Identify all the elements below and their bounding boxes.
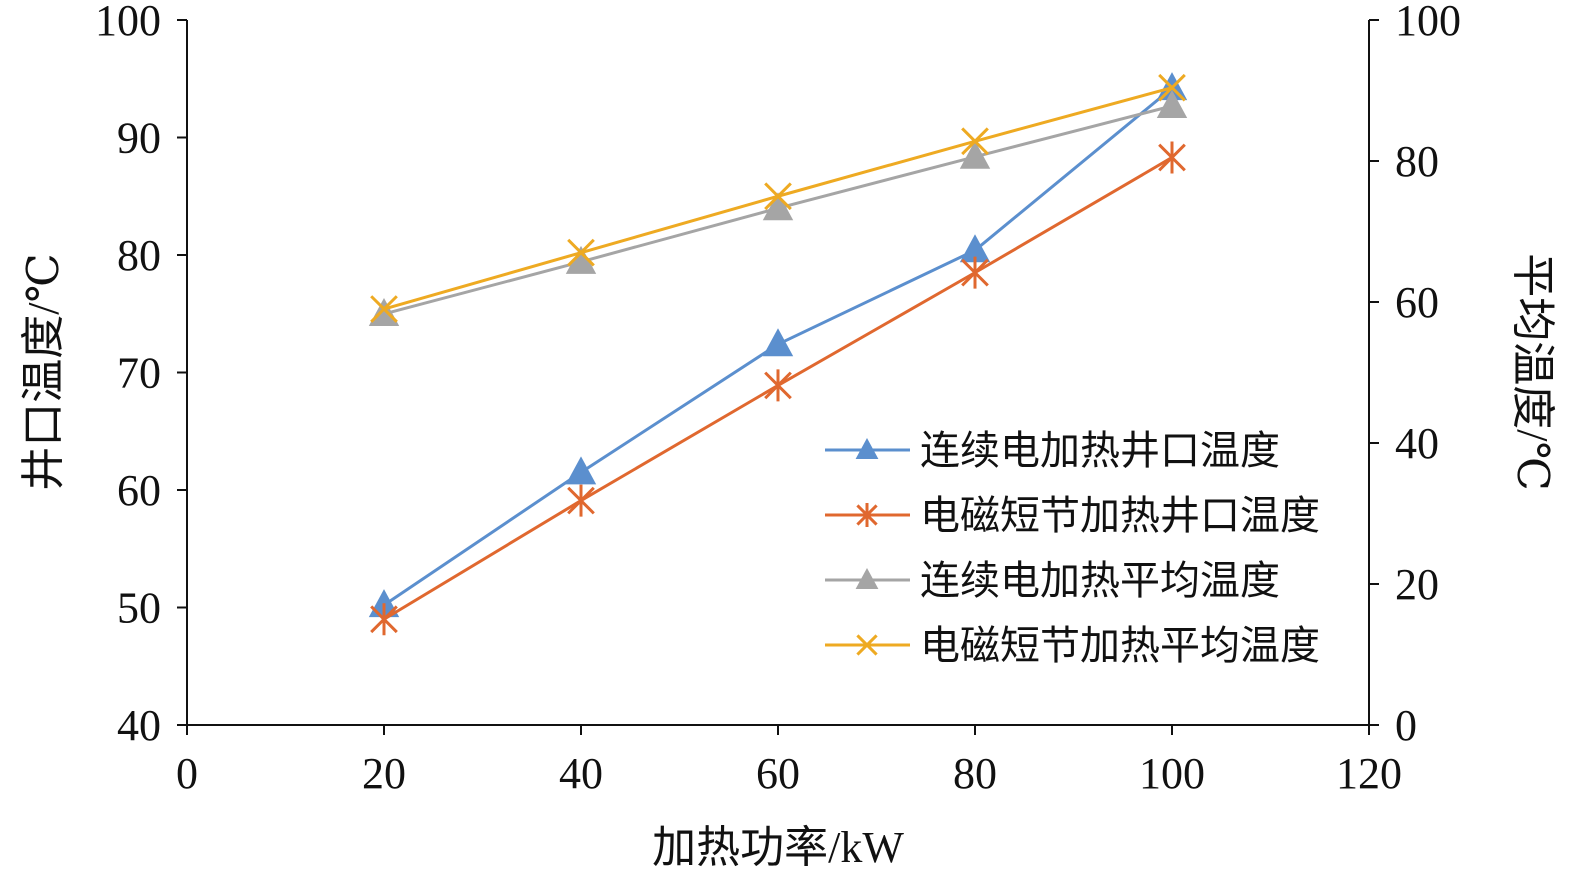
triangle-marker (959, 140, 991, 169)
legend-label: 电磁短节加热平均温度 (920, 623, 1320, 668)
x-tick-label: 20 (362, 749, 406, 798)
y-tick-label: 50 (117, 584, 161, 633)
x-marker (1158, 73, 1186, 102)
y2-tick-label: 60 (1395, 278, 1439, 327)
asterisk-marker (370, 603, 398, 636)
asterisk-marker (567, 484, 595, 517)
y2-axis-title: 平均温度/℃ (1508, 253, 1557, 490)
y-tick-label: 60 (117, 466, 161, 515)
series-4 (370, 73, 1186, 323)
legend-item: 连续电加热井口温度 (825, 428, 1280, 473)
x-tick-label: 80 (953, 749, 997, 798)
x-axis-title: 加热功率/kW (652, 823, 904, 872)
y-tick-label: 40 (117, 701, 161, 750)
y-tick-label: 100 (95, 0, 161, 45)
legend-label: 连续电加热平均温度 (920, 558, 1280, 603)
triangle-marker (855, 568, 879, 589)
y-tick-label: 70 (117, 349, 161, 398)
triangle-marker (565, 456, 597, 485)
x-marker (764, 182, 792, 211)
triangle-marker (855, 438, 879, 459)
series-layer (368, 72, 1188, 636)
asterisk-marker (961, 256, 989, 289)
asterisk-marker (1158, 141, 1186, 174)
x-tick-label: 120 (1336, 749, 1402, 798)
legend-item: 电磁短节加热平均温度 (825, 623, 1320, 668)
asterisk-marker (856, 503, 878, 527)
y-tick-label: 80 (117, 231, 161, 280)
x-marker (567, 238, 595, 267)
y2-tick-label: 0 (1395, 701, 1417, 750)
x-tick-label: 100 (1139, 749, 1205, 798)
y-axis-title: 井口温度/℃ (19, 253, 68, 490)
x-marker (856, 634, 878, 656)
triangle-marker (959, 234, 991, 263)
legend-item: 电磁短节加热井口温度 (825, 493, 1320, 538)
triangle-marker (368, 297, 400, 326)
legend-item: 连续电加热平均温度 (825, 558, 1280, 603)
series-2 (370, 141, 1186, 636)
y2-tick-label: 40 (1395, 419, 1439, 468)
triangle-marker (762, 192, 794, 221)
legend-label: 连续电加热井口温度 (920, 428, 1280, 473)
x-marker (370, 295, 398, 323)
x-tick-label: 60 (756, 749, 800, 798)
series-3 (368, 90, 1188, 326)
triangle-marker (762, 328, 794, 357)
y-tick-label: 90 (117, 114, 161, 163)
triangle-marker (1156, 90, 1188, 119)
asterisk-marker (764, 369, 792, 402)
triangle-marker (565, 245, 597, 274)
axes: 0 20 40 60 80 100 120 40 50 60 70 80 90 100 0 20 40 60 80 1… (95, 0, 1461, 798)
legend-label: 电磁短节加热井口温度 (920, 493, 1320, 538)
x-tick-label: 0 (176, 749, 198, 798)
y2-tick-label: 20 (1395, 560, 1439, 609)
x-marker (961, 127, 989, 156)
y2-tick-label: 100 (1395, 0, 1461, 45)
x-tick-label: 40 (559, 749, 603, 798)
y2-tick-label: 80 (1395, 137, 1439, 186)
